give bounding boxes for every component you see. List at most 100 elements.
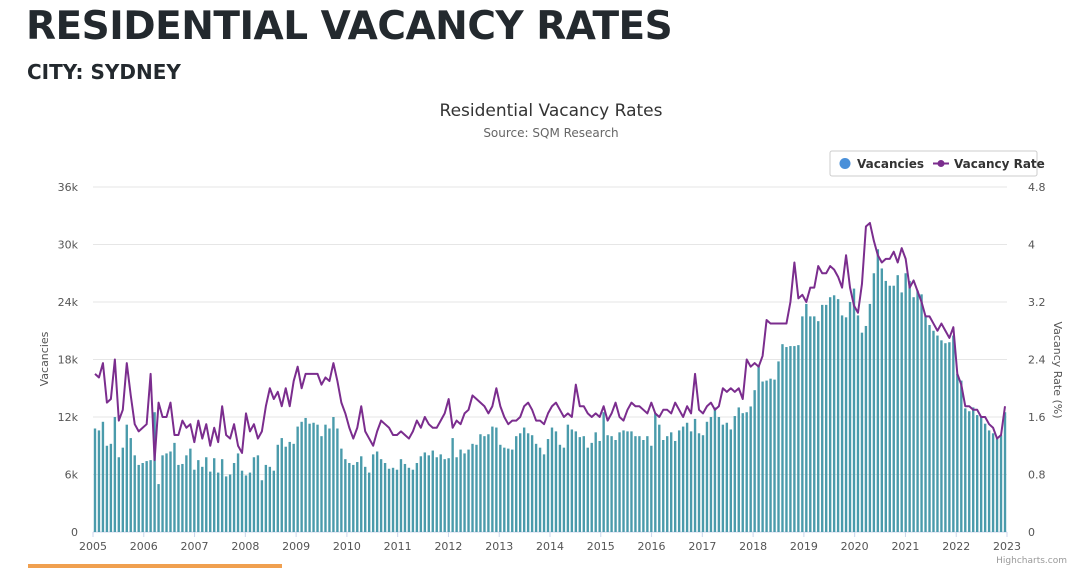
legend-vacancies-label[interactable]: Vacancies <box>857 157 924 171</box>
vacancies-bar <box>340 448 343 532</box>
vacancies-bar <box>924 315 927 532</box>
vacancies-bar <box>248 472 252 532</box>
vacancies-bar <box>673 440 677 532</box>
left-tick-label: 12k <box>58 411 79 424</box>
legend-rate-label[interactable]: Vacancy Rate <box>954 157 1045 171</box>
vacancies-bar <box>169 451 172 532</box>
vacancies-bar <box>618 432 621 532</box>
vacancies-bar <box>979 417 983 532</box>
vacancies-bar <box>427 455 430 532</box>
vacancies-bar <box>602 412 605 532</box>
vacancies-bar <box>344 459 347 532</box>
vacancies-bar <box>769 378 772 532</box>
vacancies-bar <box>173 442 176 532</box>
x-tick-label: 2010 <box>333 540 361 553</box>
vacancies-bar <box>292 443 295 532</box>
vacancies-bar <box>717 417 721 532</box>
vacancies-bar <box>503 447 506 532</box>
vacancies-bar <box>868 303 872 532</box>
vacancies-bar <box>491 426 494 532</box>
chart-credits[interactable]: Highcharts.com <box>996 556 1067 566</box>
vacancies-bar <box>483 436 486 532</box>
vacancies-bar <box>232 463 236 532</box>
vacancies-bar <box>701 435 705 532</box>
vacancies-bar <box>352 464 355 532</box>
vacancies-bar <box>892 285 895 532</box>
vacancies-bar <box>828 297 832 532</box>
vacancies-bar <box>371 454 375 532</box>
x-tick-label: 2013 <box>485 540 513 553</box>
vacancies-bar <box>129 438 132 532</box>
x-tick-label: 2019 <box>790 540 818 553</box>
right-tick-label: 0 <box>1028 526 1035 539</box>
vacancies-bar <box>670 432 673 532</box>
vacancies-bar <box>860 332 864 532</box>
legend[interactable]: Vacancies Vacancy Rate <box>829 150 1045 177</box>
vacancies-bar <box>244 475 248 532</box>
vacancies-bar <box>228 474 232 532</box>
vacancies-bar <box>304 417 307 532</box>
vacancies-bar <box>650 445 653 532</box>
vacancies-bar <box>348 463 351 532</box>
chart-subtitle: Source: SQM Research <box>483 126 618 140</box>
vacancies-bar <box>236 453 240 532</box>
vacancies-bar <box>606 435 609 532</box>
vacancies-bar <box>272 470 276 532</box>
vacancies-bar <box>324 424 327 532</box>
x-tick-label: 2008 <box>231 540 259 553</box>
vacancies-bar <box>507 448 510 532</box>
vacancies-bar <box>117 457 121 532</box>
x-axis-ticks: 2005 2006 2007 2008 2009 2010 2011 2012 2013 2014… <box>79 532 1021 553</box>
x-tick-label: 2016 <box>638 540 666 553</box>
vacancies-bar <box>181 463 184 532</box>
vacancies-bar <box>455 457 458 532</box>
vacancy-rate-series <box>94 221 1007 462</box>
vacancies-bar <box>220 459 224 532</box>
vacancies-bar <box>177 464 180 532</box>
vacancies-bar <box>403 463 407 532</box>
vacancies-bar <box>856 315 860 532</box>
city-subtitle: CITY: SYDNEY <box>27 60 181 84</box>
vacancies-bar <box>888 285 891 532</box>
x-tick-label: 2021 <box>891 540 919 553</box>
vacancy-rate-line <box>94 221 1007 462</box>
vacancies-bar <box>197 460 200 532</box>
vacancies-bar <box>685 422 689 532</box>
vacancies-bar <box>93 428 97 532</box>
vacancies-bar <box>824 304 828 532</box>
right-axis-ticks: 0 0.8 1.6 2.4 3.2 4 4.8 <box>1028 181 1046 539</box>
x-tick-label: 2014 <box>536 540 564 553</box>
vacancies-bar <box>630 431 633 532</box>
vacancies-bar <box>852 288 856 532</box>
vacancies-bar <box>622 430 625 532</box>
vacancies-bar <box>884 280 887 532</box>
vacancies-bar <box>610 436 613 532</box>
vacancies-bar <box>813 316 816 532</box>
vacancies-bar <box>614 440 617 532</box>
vacancies-bar <box>646 436 649 532</box>
vacancies-bar <box>451 438 454 532</box>
vacancies-bar <box>530 435 534 532</box>
vacancies-bar <box>411 469 415 532</box>
vacancies-bar <box>395 469 399 532</box>
vacancies-bar <box>999 435 1003 532</box>
vacancies-bar <box>900 292 903 532</box>
vacancies-bar <box>284 446 287 532</box>
vacancies-bar <box>666 436 669 532</box>
vacancies-bar <box>578 437 581 532</box>
vacancies-bar <box>777 361 780 532</box>
vacancies-bar <box>495 427 498 532</box>
vacancies-bar <box>598 440 601 532</box>
vacancies-bar <box>522 427 526 532</box>
vacancies-bar <box>515 436 518 532</box>
vacancies-bar <box>765 380 768 532</box>
vacancies-bar <box>360 456 363 532</box>
vacancies-bar <box>558 444 562 532</box>
vacancies-bar <box>908 280 911 532</box>
left-tick-label: 6k <box>65 469 79 482</box>
vacancies-bar <box>256 455 260 532</box>
vacancies-bar <box>590 442 593 532</box>
right-axis-title: Vacancy Rate (%) <box>1051 322 1064 419</box>
vacancies-bar <box>737 407 740 532</box>
vacancies-bar <box>920 294 923 532</box>
